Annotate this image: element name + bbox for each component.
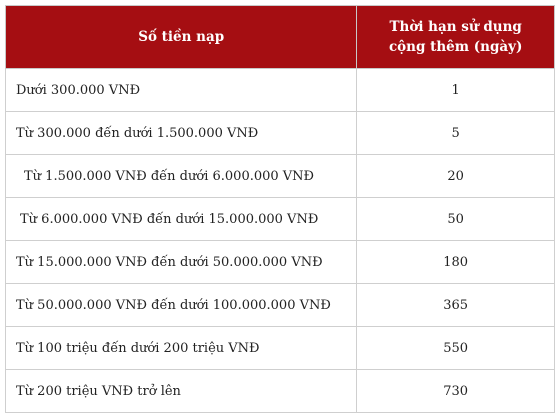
amount-cell: Từ 1.500.000 VNĐ đến dưới 6.000.000 VNĐ — [4, 154, 358, 198]
days-cell: 50 — [356, 197, 555, 241]
header-duration: Thời hạn sử dụng cộng thêm (ngày) — [356, 5, 555, 69]
header-duration-line2: cộng thêm (ngày) — [388, 39, 523, 55]
amount-cell: Từ 100 triệu đến dưới 200 triệu VNĐ — [4, 326, 358, 370]
amount-cell: Từ 300.000 đến dưới 1.500.000 VNĐ — [4, 111, 358, 155]
table-row: Từ 200 triệu VNĐ trở lên 730 — [4, 369, 555, 413]
days-cell: 5 — [356, 111, 555, 155]
amount-cell: Từ 6.000.000 VNĐ đến dưới 15.000.000 VNĐ — [4, 197, 358, 241]
table-row: Từ 6.000.000 VNĐ đến dưới 15.000.000 VNĐ… — [4, 197, 555, 241]
amount-cell: Từ 200 triệu VNĐ trở lên — [4, 369, 358, 413]
table-row: Từ 1.500.000 VNĐ đến dưới 6.000.000 VNĐ … — [4, 154, 555, 198]
amount-cell: Dưới 300.000 VNĐ — [4, 68, 358, 112]
table-row: Dưới 300.000 VNĐ 1 — [4, 68, 555, 112]
days-cell: 180 — [356, 240, 555, 284]
header-duration-line1: Thời hạn sử dụng — [389, 19, 522, 35]
table-row: Từ 100 triệu đến dưới 200 triệu VNĐ 550 — [4, 326, 555, 370]
table-row: Từ 50.000.000 VNĐ đến dưới 100.000.000 V… — [4, 283, 555, 327]
days-cell: 730 — [356, 369, 555, 413]
amount-cell: Từ 50.000.000 VNĐ đến dưới 100.000.000 V… — [4, 283, 358, 327]
table-row: Từ 15.000.000 VNĐ đến dưới 50.000.000 VN… — [4, 240, 555, 284]
table-row: Từ 300.000 đến dưới 1.500.000 VNĐ 5 — [4, 111, 555, 155]
header-amount: Số tiền nạp — [4, 5, 358, 69]
topup-bonus-table: Số tiền nạp Thời hạn sử dụng cộng thêm (… — [4, 5, 555, 413]
days-cell: 20 — [356, 154, 555, 198]
days-cell: 365 — [356, 283, 555, 327]
days-cell: 1 — [356, 68, 555, 112]
days-cell: 550 — [356, 326, 555, 370]
amount-cell: Từ 15.000.000 VNĐ đến dưới 50.000.000 VN… — [4, 240, 358, 284]
table-header-row: Số tiền nạp Thời hạn sử dụng cộng thêm (… — [4, 5, 555, 69]
